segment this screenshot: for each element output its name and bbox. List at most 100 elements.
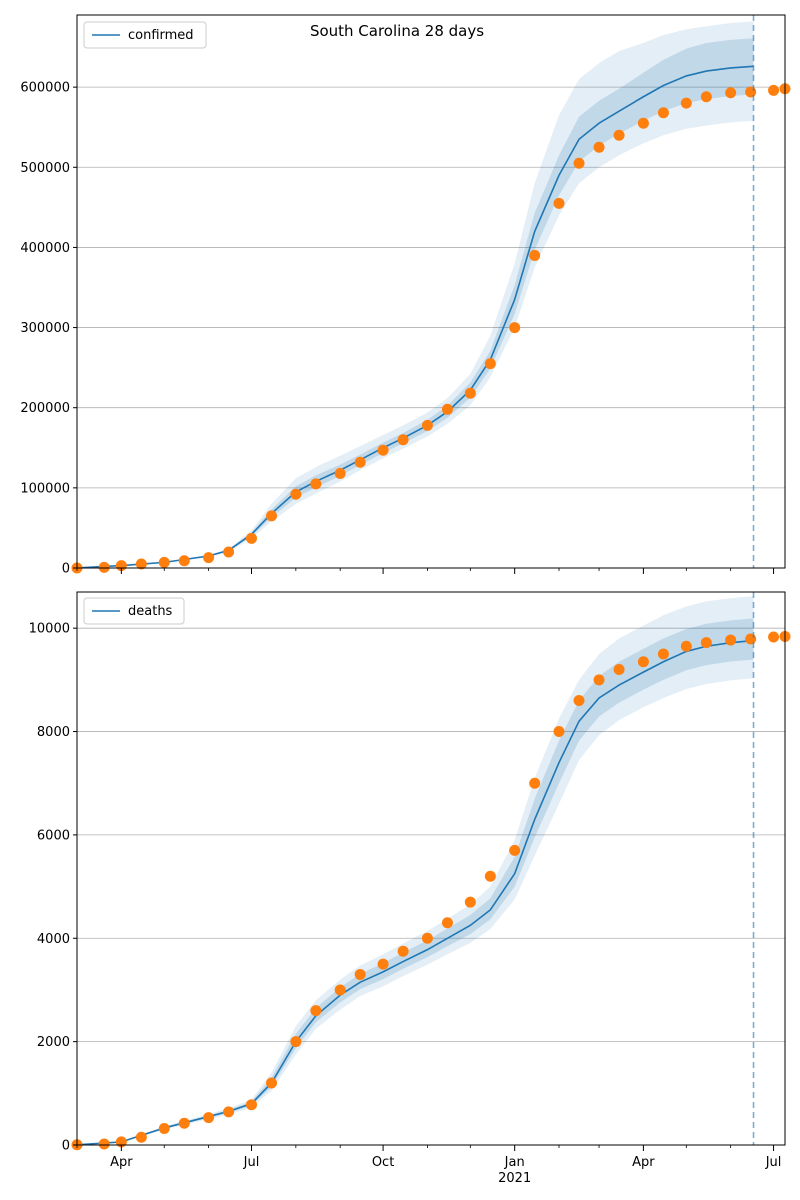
confirmed-band-outer xyxy=(77,21,754,568)
confirmed-y-tick-label: 200000 xyxy=(20,401,70,416)
confirmed-observed-point xyxy=(377,444,389,456)
deaths-observed-point xyxy=(246,1099,257,1111)
deaths-y-ticks: 0 2000 4000 6000 8000 10000 xyxy=(29,622,77,1154)
deaths-x-tick-label: Apr xyxy=(110,1155,133,1170)
deaths-observed-point xyxy=(397,945,409,957)
deaths-legend-box xyxy=(83,597,185,625)
deaths-observed-point xyxy=(334,984,346,996)
confirmed-observed-point xyxy=(397,434,409,446)
deaths-observed-point xyxy=(553,726,565,738)
confirmed-observed-point xyxy=(246,532,257,544)
deaths-model-line xyxy=(76,639,754,1146)
deaths-x-tick-label: Jul xyxy=(765,1155,782,1170)
deaths-observed-point xyxy=(700,637,712,649)
confirmed-observed-point xyxy=(310,478,322,490)
deaths-observed-point xyxy=(377,958,389,970)
confirmed-observed-point xyxy=(158,556,170,568)
deaths-band-outer-area xyxy=(77,596,754,1145)
confirmed-panel: 0 100000 200000 300000 400000 500000 600000 co… xyxy=(20,14,791,577)
deaths-observed-point xyxy=(158,1122,170,1134)
deaths-observed-point xyxy=(509,844,521,856)
confirmed-y-tick-label: 300000 xyxy=(20,321,70,336)
deaths-x-year-label: 2021 xyxy=(498,1171,531,1186)
confirmed-observed-point xyxy=(203,552,215,564)
confirmed-observed-point xyxy=(354,456,366,468)
deaths-observed-point xyxy=(203,1112,215,1124)
figure-title: South Carolina 28 days xyxy=(310,22,484,40)
confirmed-observed-point xyxy=(266,510,278,522)
deaths-observed-point xyxy=(745,633,757,645)
confirmed-band-outer-area xyxy=(77,21,754,568)
deaths-observed-point xyxy=(573,695,585,707)
confirmed-observed-point xyxy=(509,322,521,334)
deaths-x-tick-label: Apr xyxy=(632,1155,655,1170)
deaths-x-tick-label: Oct xyxy=(372,1155,394,1170)
deaths-observed-point xyxy=(613,664,625,676)
confirmed-observed-point xyxy=(135,558,147,570)
deaths-observed-points xyxy=(71,630,791,1151)
deaths-observed-point xyxy=(464,896,476,908)
deaths-y-tick-label: 6000 xyxy=(37,828,70,843)
confirmed-band-inner xyxy=(77,38,754,568)
deaths-y-tick-label: 4000 xyxy=(37,932,70,947)
deaths-legend: deaths xyxy=(83,597,185,625)
confirmed-observed-point xyxy=(98,561,110,573)
confirmed-observed-point xyxy=(637,117,649,129)
deaths-y-tick-label: 8000 xyxy=(37,725,70,740)
deaths-observed-point xyxy=(484,870,496,882)
confirmed-observed-point xyxy=(745,86,757,98)
deaths-observed-point xyxy=(266,1077,278,1089)
deaths-observed-point xyxy=(98,1138,110,1150)
confirmed-y-tick-label: 0 xyxy=(62,562,70,577)
deaths-x-tick-label: Jan xyxy=(504,1155,525,1170)
confirmed-grid xyxy=(77,86,785,489)
confirmed-observed-point xyxy=(553,197,565,209)
confirmed-observed-point xyxy=(334,467,346,479)
deaths-observed-point xyxy=(178,1117,190,1129)
confirmed-observed-point xyxy=(573,157,585,169)
deaths-observed-point xyxy=(310,1005,322,1017)
confirmed-observed-point xyxy=(441,403,453,415)
deaths-observed-point xyxy=(223,1106,235,1118)
deaths-observed-point xyxy=(529,777,541,789)
confirmed-observed-point xyxy=(593,141,605,153)
confirmed-observed-point xyxy=(657,107,669,119)
deaths-observed-point xyxy=(680,640,692,652)
confirmed-observed-point xyxy=(464,387,476,399)
deaths-observed-point xyxy=(421,932,433,944)
confirmed-y-tick-label: 500000 xyxy=(20,161,70,176)
deaths-y-tick-label: 0 xyxy=(62,1139,70,1154)
confirmed-observed-point xyxy=(613,129,625,141)
confirmed-observed-point xyxy=(223,546,235,558)
confirmed-y-tick-label: 100000 xyxy=(20,481,70,496)
confirmed-y-tick-label: 600000 xyxy=(20,81,70,96)
confirmed-axes-frame xyxy=(76,14,786,569)
deaths-observed-point xyxy=(441,917,453,929)
confirmed-observed-point xyxy=(421,419,433,431)
deaths-y-tick-label: 10000 xyxy=(29,622,70,637)
confirmed-observed-point xyxy=(768,84,780,96)
deaths-observed-point xyxy=(637,656,649,668)
confirmed-observed-points xyxy=(71,83,791,574)
deaths-observed-point xyxy=(593,674,605,686)
deaths-legend-label: deaths xyxy=(128,604,173,619)
deaths-band-outer xyxy=(77,596,754,1145)
confirmed-observed-point xyxy=(290,488,302,500)
confirmed-observed-point xyxy=(484,358,496,370)
confirmed-observed-point xyxy=(529,249,541,261)
confirmed-observed-point xyxy=(680,97,692,109)
deaths-observed-point xyxy=(290,1036,302,1048)
deaths-observed-point xyxy=(135,1131,147,1143)
confirmed-observed-point xyxy=(700,91,712,103)
confirmed-legend-label: confirmed xyxy=(128,28,194,43)
deaths-y-tick-label: 2000 xyxy=(37,1035,70,1050)
deaths-observed-point xyxy=(768,631,780,643)
deaths-observed-point xyxy=(354,968,366,980)
deaths-observed-point xyxy=(725,634,737,646)
confirmed-band-inner-area xyxy=(77,38,754,568)
deaths-axes-frame xyxy=(76,591,786,1146)
deaths-x-tick-label: Jul xyxy=(243,1155,260,1170)
